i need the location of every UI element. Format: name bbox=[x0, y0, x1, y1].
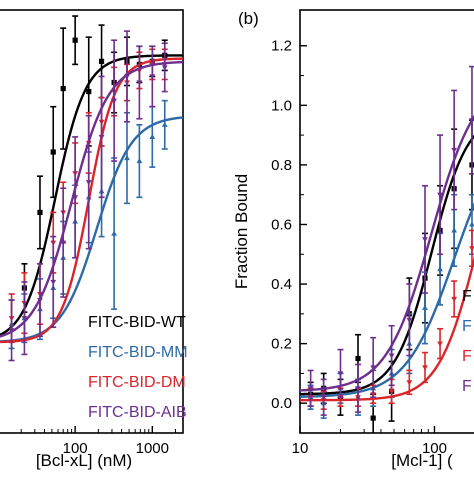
legend-entry: F bbox=[462, 378, 472, 395]
series-2 bbox=[0, 48, 183, 344]
data-point bbox=[85, 180, 92, 186]
plot-frame bbox=[299, 9, 474, 434]
data-point bbox=[37, 209, 43, 216]
data-point bbox=[437, 341, 443, 347]
data-point bbox=[469, 221, 474, 227]
data-point bbox=[21, 316, 28, 322]
y-axis-label: Fraction Bound bbox=[232, 174, 251, 289]
x-tick-label: 1000 bbox=[136, 440, 169, 457]
series-2 bbox=[300, 229, 474, 410]
legend: FITC-BID-WT FITC-BID-MM FITC-BID-DM FITC-BI… bbox=[88, 314, 188, 421]
data-point bbox=[451, 227, 457, 233]
data-point bbox=[72, 37, 78, 43]
y-tick-label: 1.2 bbox=[271, 38, 292, 55]
plot-frame bbox=[0, 9, 184, 434]
x-axis-label: [Mcl-1] ( bbox=[391, 451, 453, 470]
data-point bbox=[72, 195, 79, 201]
data-point bbox=[469, 118, 474, 124]
legend-entry: F bbox=[462, 288, 472, 305]
panel-label: (b) bbox=[238, 9, 259, 28]
x-tick-label: 100 bbox=[63, 440, 88, 457]
y-tick-label: 0.4 bbox=[271, 276, 292, 293]
data-point bbox=[37, 297, 43, 304]
data-point bbox=[437, 192, 443, 198]
y-tick-label: 0.8 bbox=[271, 157, 292, 174]
data-point bbox=[111, 98, 117, 104]
chart-panel-0: 100 1000[Bcl-xL] (nM)FITC-BID-WTFITC-BID-… bbox=[0, 9, 188, 470]
data-point bbox=[337, 371, 344, 377]
data-point bbox=[370, 415, 376, 421]
data-point bbox=[406, 380, 413, 386]
legend-entry: FITC-BID-DM bbox=[88, 374, 186, 391]
legend-entry: F bbox=[462, 318, 472, 335]
x-axis-label: [Bcl-xL] (nM) bbox=[36, 451, 132, 470]
data-point bbox=[451, 296, 457, 303]
data-point bbox=[50, 149, 56, 155]
data-point bbox=[149, 133, 156, 139]
x-tick-label: 10 bbox=[292, 440, 309, 457]
fit-curve bbox=[300, 255, 474, 402]
data-point bbox=[388, 353, 395, 359]
data-point bbox=[111, 230, 117, 236]
data-point bbox=[320, 395, 327, 401]
data-point bbox=[406, 317, 413, 323]
data-point bbox=[355, 386, 361, 392]
plot-area bbox=[300, 65, 474, 433]
y-tick-label: 0.6 bbox=[271, 216, 292, 233]
data-point bbox=[307, 386, 314, 392]
data-point bbox=[469, 246, 474, 252]
fit-curve bbox=[0, 116, 183, 343]
data-point bbox=[86, 88, 92, 95]
series-1 bbox=[300, 193, 474, 419]
data-point bbox=[451, 147, 457, 154]
data-point bbox=[422, 365, 428, 371]
data-point bbox=[422, 237, 428, 243]
data-point bbox=[161, 65, 168, 71]
y-tick-label: 1.0 bbox=[271, 97, 292, 114]
series-3 bbox=[0, 30, 183, 362]
chart-panel-1: 10 100 0.0 0.2 0.4 0.6 0.8 1.0 1.2 [Mcl-1] ( Fract… bbox=[232, 9, 474, 470]
fit-curve bbox=[0, 60, 183, 338]
legend-entry: F bbox=[462, 348, 472, 365]
data-point bbox=[161, 121, 168, 127]
y-tick-label: 0.0 bbox=[271, 395, 292, 412]
data-point bbox=[370, 365, 377, 371]
data-point bbox=[50, 279, 57, 286]
plot-area bbox=[0, 15, 183, 362]
fit-curve bbox=[0, 54, 183, 337]
data-point bbox=[388, 389, 395, 395]
data-point bbox=[60, 85, 66, 92]
data-point bbox=[136, 157, 143, 164]
data-point bbox=[437, 266, 443, 272]
data-point bbox=[98, 134, 105, 141]
data-point bbox=[8, 328, 15, 334]
data-point bbox=[149, 74, 156, 80]
data-point bbox=[124, 74, 130, 80]
data-point bbox=[355, 355, 361, 362]
legend-entry: FITC-BID-WT bbox=[88, 314, 186, 331]
y-tick-label: 0.2 bbox=[271, 336, 292, 353]
legend-entry: FITC-BID-MM bbox=[88, 344, 188, 361]
fit-curve bbox=[300, 114, 474, 392]
series-3 bbox=[300, 65, 474, 416]
x-tick-label: 100 bbox=[422, 440, 447, 457]
data-point bbox=[98, 58, 105, 64]
series-1 bbox=[0, 99, 183, 350]
data-point bbox=[60, 240, 67, 246]
legend-entry: FITC-BID-AIB bbox=[88, 404, 187, 421]
data-point bbox=[124, 154, 130, 161]
data-point bbox=[136, 80, 143, 86]
data-point bbox=[422, 304, 428, 310]
fit-curve bbox=[300, 202, 474, 398]
